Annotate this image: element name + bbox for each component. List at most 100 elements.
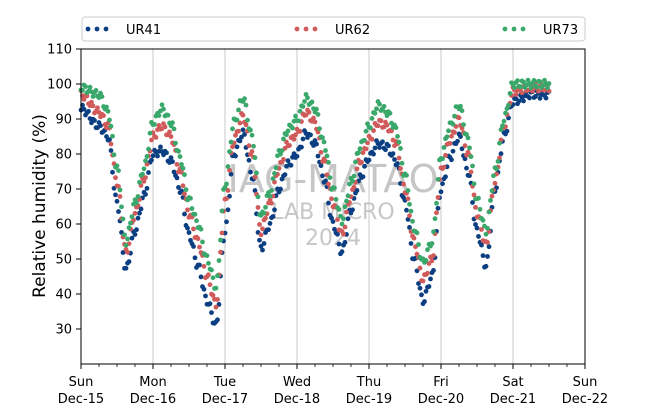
data-point bbox=[261, 241, 267, 246]
data-point bbox=[189, 206, 195, 211]
legend-marker bbox=[520, 26, 526, 32]
data-point bbox=[374, 106, 379, 112]
data-point bbox=[341, 231, 346, 237]
data-point bbox=[92, 118, 97, 123]
data-point bbox=[129, 214, 135, 220]
data-point bbox=[326, 200, 331, 206]
data-point bbox=[512, 85, 517, 91]
data-point bbox=[528, 85, 534, 91]
data-point bbox=[351, 184, 357, 190]
data-point bbox=[89, 99, 94, 105]
data-point bbox=[153, 135, 159, 140]
data-point bbox=[149, 157, 154, 163]
data-point bbox=[267, 193, 273, 199]
data-point bbox=[209, 310, 214, 316]
legend-item-ur62: UR62 bbox=[294, 23, 370, 38]
data-point bbox=[117, 194, 123, 199]
data-point bbox=[123, 265, 129, 271]
data-point bbox=[480, 253, 486, 259]
data-point bbox=[350, 178, 355, 184]
data-point bbox=[237, 120, 243, 126]
data-point bbox=[366, 157, 372, 163]
data-point bbox=[98, 123, 103, 129]
data-point bbox=[249, 132, 255, 138]
data-point bbox=[431, 253, 436, 259]
data-point bbox=[438, 189, 444, 195]
data-point bbox=[443, 152, 448, 158]
x-tick-label-day: Wed bbox=[283, 375, 311, 390]
data-point bbox=[396, 155, 402, 161]
data-point bbox=[467, 145, 472, 151]
data-point bbox=[230, 126, 235, 132]
data-point bbox=[407, 225, 412, 230]
data-point bbox=[300, 136, 306, 142]
data-point bbox=[305, 95, 310, 101]
y-tick-label: 50 bbox=[55, 253, 72, 268]
data-point bbox=[213, 285, 219, 291]
data-point bbox=[377, 101, 382, 107]
data-point bbox=[252, 174, 258, 180]
data-point bbox=[266, 227, 271, 233]
data-point bbox=[281, 157, 286, 162]
data-point bbox=[447, 141, 453, 146]
data-point bbox=[473, 204, 478, 210]
data-point bbox=[426, 284, 432, 289]
data-point bbox=[417, 285, 423, 291]
data-point bbox=[425, 270, 430, 276]
data-point bbox=[405, 217, 411, 222]
data-point bbox=[440, 181, 445, 187]
data-point bbox=[434, 210, 439, 216]
data-point bbox=[213, 304, 219, 310]
data-point bbox=[152, 122, 157, 127]
data-point bbox=[269, 200, 274, 206]
data-point bbox=[120, 250, 126, 255]
data-point bbox=[312, 138, 318, 143]
data-point bbox=[456, 115, 462, 121]
data-point bbox=[95, 105, 100, 111]
data-point bbox=[134, 227, 139, 233]
data-point bbox=[225, 207, 231, 213]
data-point bbox=[536, 88, 541, 94]
data-point bbox=[219, 230, 225, 236]
data-point bbox=[417, 265, 423, 271]
data-point bbox=[105, 108, 111, 114]
x-tick-label-date: Dec-17 bbox=[202, 392, 248, 407]
data-point bbox=[452, 130, 457, 135]
data-point bbox=[174, 175, 180, 181]
data-point bbox=[444, 134, 450, 140]
data-point bbox=[467, 173, 472, 179]
data-point bbox=[225, 188, 231, 193]
data-point bbox=[272, 207, 277, 213]
data-point bbox=[431, 229, 436, 235]
data-point bbox=[489, 188, 495, 194]
data-point bbox=[267, 220, 273, 226]
data-point bbox=[240, 127, 246, 133]
data-point bbox=[336, 241, 342, 247]
data-point bbox=[450, 121, 456, 127]
data-point bbox=[345, 216, 351, 222]
data-point bbox=[248, 169, 253, 175]
data-point bbox=[251, 143, 256, 149]
data-point bbox=[227, 149, 232, 154]
data-point bbox=[477, 206, 483, 212]
data-point bbox=[518, 84, 523, 90]
data-point bbox=[167, 129, 172, 135]
data-point bbox=[329, 196, 334, 202]
data-point bbox=[144, 153, 150, 159]
data-point bbox=[375, 123, 381, 129]
data-point bbox=[479, 227, 484, 232]
data-point bbox=[498, 127, 504, 133]
data-point bbox=[486, 244, 492, 250]
data-point bbox=[207, 282, 213, 288]
data-point bbox=[249, 149, 255, 154]
data-point bbox=[516, 98, 522, 104]
data-point bbox=[500, 123, 505, 129]
data-point bbox=[405, 188, 411, 193]
data-point bbox=[246, 157, 252, 163]
data-point bbox=[300, 104, 306, 109]
data-point bbox=[182, 191, 187, 197]
data-points bbox=[78, 77, 552, 326]
data-point bbox=[383, 147, 388, 153]
data-point bbox=[369, 116, 375, 121]
data-point bbox=[273, 165, 279, 171]
